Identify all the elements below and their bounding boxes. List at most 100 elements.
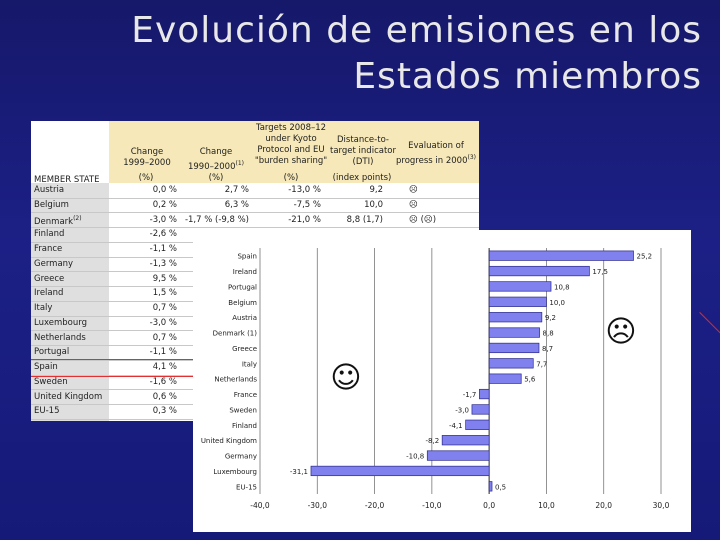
value-label: -10,8	[406, 453, 424, 461]
target-cell: -21,0 %	[288, 214, 321, 225]
title-line-2: Estados miembros	[353, 56, 702, 97]
value-label: 17,5	[592, 268, 608, 276]
happy-face-icon: ☺	[330, 361, 361, 396]
category-label: Netherlands	[214, 376, 257, 384]
category-label: Germany	[225, 453, 257, 461]
value-label: 8,7	[542, 345, 553, 353]
dti-bar-chart: -40,0 -30,0 -20,0 -10,0 0,0 10,0 20,0 30,0 Spain…	[193, 230, 691, 532]
header-change-1999-2000: Change 1999–2000	[123, 147, 171, 168]
member-state-cell: Greece	[34, 273, 65, 284]
bar	[488, 481, 493, 492]
category-label: Italy	[242, 360, 257, 368]
value-label: 10,8	[554, 283, 570, 291]
category-label: Austria	[232, 314, 257, 322]
x-tick-label: -20,0	[365, 501, 385, 510]
category-label: Ireland	[233, 268, 257, 276]
member-state-cell: Italy	[34, 303, 53, 313]
dti-cell: 10,0	[364, 199, 383, 210]
value-label: 9,2	[545, 314, 556, 322]
sad-face-icon: ☹	[605, 315, 636, 350]
value-label: -4,1	[449, 422, 463, 430]
change-1999-cell: -1,6 %	[149, 376, 177, 387]
change-1999-cell: -1,1 %	[149, 347, 177, 358]
member-state-cell: Luxembourg	[34, 317, 87, 328]
member-state-column-background	[31, 183, 109, 421]
value-label: 5,6	[524, 376, 536, 384]
bar	[465, 419, 490, 430]
bar	[488, 296, 547, 307]
chart-canvas: -40,0 -30,0 -20,0 -10,0 0,0 10,0 20,0 30,0 Spain…	[201, 248, 670, 510]
x-tick-label: -10,0	[422, 501, 442, 510]
bar	[488, 250, 634, 261]
category-label: Luxembourg	[213, 468, 257, 476]
category-label: Finland	[232, 422, 257, 430]
bar	[488, 358, 534, 369]
member-state-cell: Austria	[34, 185, 65, 195]
x-tick-label: 0,0	[483, 501, 495, 510]
member-state-cell: Denmark(2)	[34, 215, 82, 227]
member-state-cell: Spain	[34, 362, 58, 372]
x-tick-label: 20,0	[595, 501, 612, 510]
header-evaluation-note: (3)	[467, 154, 476, 161]
bar	[426, 450, 490, 461]
category-label: United Kingdom	[201, 437, 257, 445]
category-label: Sweden	[229, 406, 257, 414]
header-evaluation: Evaluation of progress in 2000(3)	[396, 141, 476, 166]
value-label: 8,8	[543, 330, 554, 338]
change-1999-cell: 9,5 %	[152, 273, 177, 284]
value-label: -31,1	[290, 468, 308, 476]
header-change-1990-2000-note: (1)	[235, 160, 245, 167]
change-1999-cell: -1,1 %	[149, 244, 177, 254]
member-state-cell: Belgium	[34, 199, 69, 210]
category-label: Belgium	[228, 299, 257, 307]
change-1990-cell: 6,3 %	[224, 199, 249, 210]
title-line-1: Evolución de emisiones en los	[131, 10, 702, 51]
x-tick-label: 30,0	[653, 501, 670, 510]
category-label: EU-15	[236, 483, 257, 491]
member-state-cell: Germany	[34, 258, 74, 269]
unit-change-1990: (%)	[208, 173, 224, 183]
value-label: 10,0	[549, 299, 565, 307]
header-targets: Targets 2008–12 under Kyoto Protocol and…	[254, 123, 328, 166]
member-state-cell: Sweden	[34, 376, 68, 387]
spain-row-highlight	[31, 359, 231, 377]
evaluation-cell: ☹	[409, 199, 418, 210]
change-1999-cell: 0,7 %	[152, 303, 177, 313]
header-member-state: MEMBER STATE	[34, 175, 100, 185]
value-label: -3,0	[455, 406, 469, 414]
change-1999-cell: 1,5 %	[152, 288, 177, 299]
table-header-background	[109, 121, 479, 183]
bar	[310, 465, 490, 477]
table-row: Austria 0,0 % 2,7 % -13,0 % 9,2 ☹	[31, 183, 479, 199]
x-tick-label: -30,0	[308, 501, 328, 510]
member-state-cell: United Kingdom	[34, 391, 103, 402]
member-state-cell: Finland	[34, 229, 65, 240]
value-label: -8,2	[425, 437, 439, 445]
unit-change-1999: (%)	[138, 173, 154, 183]
unit-targets: (%)	[283, 173, 299, 183]
decorative-line	[699, 312, 720, 334]
bar	[488, 373, 522, 384]
change-1999-cell: 0,0 %	[152, 185, 177, 195]
bar	[488, 342, 540, 354]
change-1999-cell: 0,2 %	[152, 199, 177, 210]
category-label: Spain	[237, 253, 257, 261]
member-state-cell: Ireland	[34, 288, 64, 299]
member-state-note: (2)	[73, 214, 82, 222]
category-label: Portugal	[228, 283, 257, 291]
bar	[441, 435, 490, 446]
change-1999-cell: 0,3 %	[152, 406, 177, 417]
member-state-name: Denmark	[34, 216, 74, 227]
bar	[488, 265, 590, 277]
change-1999-cell: -1,3 %	[149, 258, 177, 269]
change-1999-cell: -3,0 %	[149, 317, 177, 328]
category-label: France	[234, 391, 257, 399]
bar	[488, 312, 543, 323]
member-state-cell: France	[34, 244, 63, 254]
target-cell: -7,5 %	[293, 199, 321, 210]
bar	[488, 281, 552, 292]
value-label: 25,2	[637, 253, 653, 261]
member-state-cell: EU-15	[34, 406, 60, 417]
category-label: Denmark (1)	[213, 330, 258, 338]
target-cell: -13,0 %	[288, 185, 321, 195]
